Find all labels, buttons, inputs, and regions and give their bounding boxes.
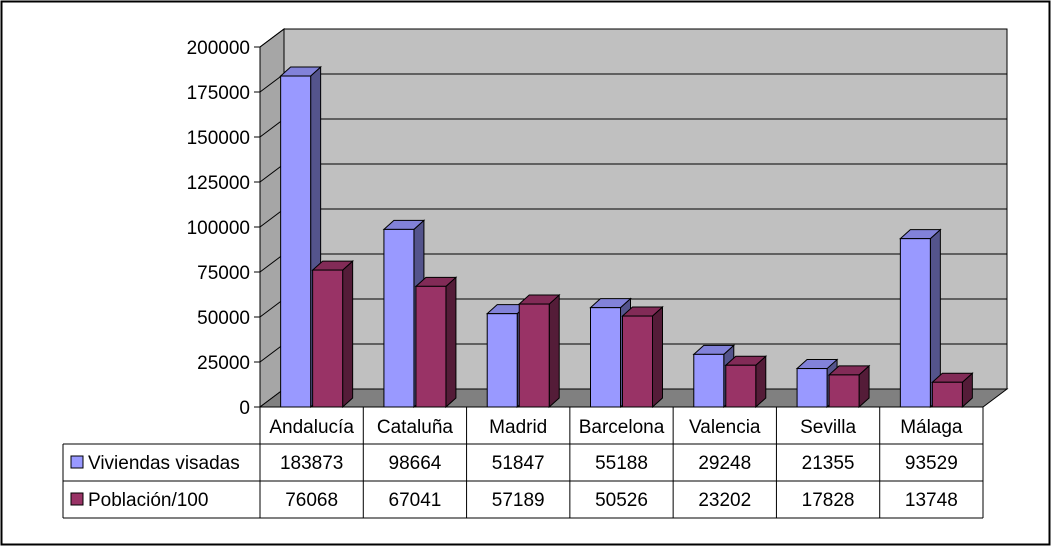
bar-front xyxy=(693,353,725,408)
bar-front xyxy=(280,75,312,408)
x-category-label: Málaga xyxy=(900,417,963,438)
y-tick-label: 175000 xyxy=(187,83,250,104)
bar-viviendas xyxy=(279,65,322,409)
y-tick-label: 75000 xyxy=(197,263,250,284)
data-table-value: 51847 xyxy=(492,453,545,474)
y-tick-label: 200000 xyxy=(187,38,250,59)
y-tick-label: 150000 xyxy=(187,128,250,149)
data-table-value: 50526 xyxy=(595,490,648,511)
legend-label: Población/100 xyxy=(88,490,208,511)
data-table: Andalucía Cataluña Madrid Barcelona Valencia… xyxy=(62,406,984,519)
bar-side xyxy=(548,293,560,409)
bar-side xyxy=(342,259,354,409)
gridline xyxy=(259,28,1007,48)
y-tick-label: 0 xyxy=(239,398,250,419)
bar-front xyxy=(415,285,447,408)
data-table-value: 67041 xyxy=(389,490,442,511)
bar-front xyxy=(312,269,344,408)
bar-front xyxy=(931,381,963,408)
bar-front xyxy=(725,364,757,408)
y-tick-label: 100000 xyxy=(187,218,250,239)
data-table-value: 23202 xyxy=(698,490,751,511)
data-table-value: 13748 xyxy=(905,490,958,511)
data-table-value: 76068 xyxy=(285,490,338,511)
bar-poblacion xyxy=(517,293,561,409)
y-tick-label: 125000 xyxy=(187,173,250,194)
bar-front xyxy=(622,315,653,408)
y-tick-label: 25000 xyxy=(197,353,250,374)
data-table-value: 17828 xyxy=(802,490,855,511)
bar-poblacion xyxy=(827,364,871,409)
x-category-label: Madrid xyxy=(489,417,547,438)
bar-poblacion xyxy=(621,305,664,409)
data-table-value: 55188 xyxy=(595,453,648,474)
x-category-label: Cataluña xyxy=(377,417,453,438)
bars xyxy=(279,65,974,409)
data-table-value: 183873 xyxy=(280,453,343,474)
data-table-value: 29248 xyxy=(698,453,751,474)
legend-label: Viviendas visadas xyxy=(88,453,240,474)
bar-front xyxy=(899,238,931,408)
y-axis: 0 25000 50000 75000 100000 125000 150000 175000… xyxy=(187,38,261,419)
bar-front xyxy=(486,313,518,408)
y-tick-label: 50000 xyxy=(197,308,250,329)
data-table-value: 93529 xyxy=(905,453,958,474)
bar-front xyxy=(518,303,550,408)
data-table-value: 98664 xyxy=(389,453,442,474)
bar-front xyxy=(383,228,415,408)
bar-front xyxy=(590,307,621,408)
data-table-value: 57189 xyxy=(492,490,545,511)
legend-swatch xyxy=(70,455,84,469)
bar-poblacion xyxy=(724,355,768,409)
bar-poblacion xyxy=(311,259,354,409)
bar-front xyxy=(796,368,828,408)
x-category-label: Andalucía xyxy=(269,417,354,438)
bar-poblacion xyxy=(931,372,974,409)
x-category-label: Sevilla xyxy=(800,417,856,438)
data-table-value: 21355 xyxy=(802,453,855,474)
x-category-label: Valencia xyxy=(689,417,761,438)
bar-poblacion xyxy=(414,276,458,409)
bar-side xyxy=(652,305,663,409)
bar-side xyxy=(445,276,457,409)
bar-front xyxy=(828,374,860,408)
x-category-label: Barcelona xyxy=(579,417,665,438)
legend-swatch xyxy=(70,492,84,506)
